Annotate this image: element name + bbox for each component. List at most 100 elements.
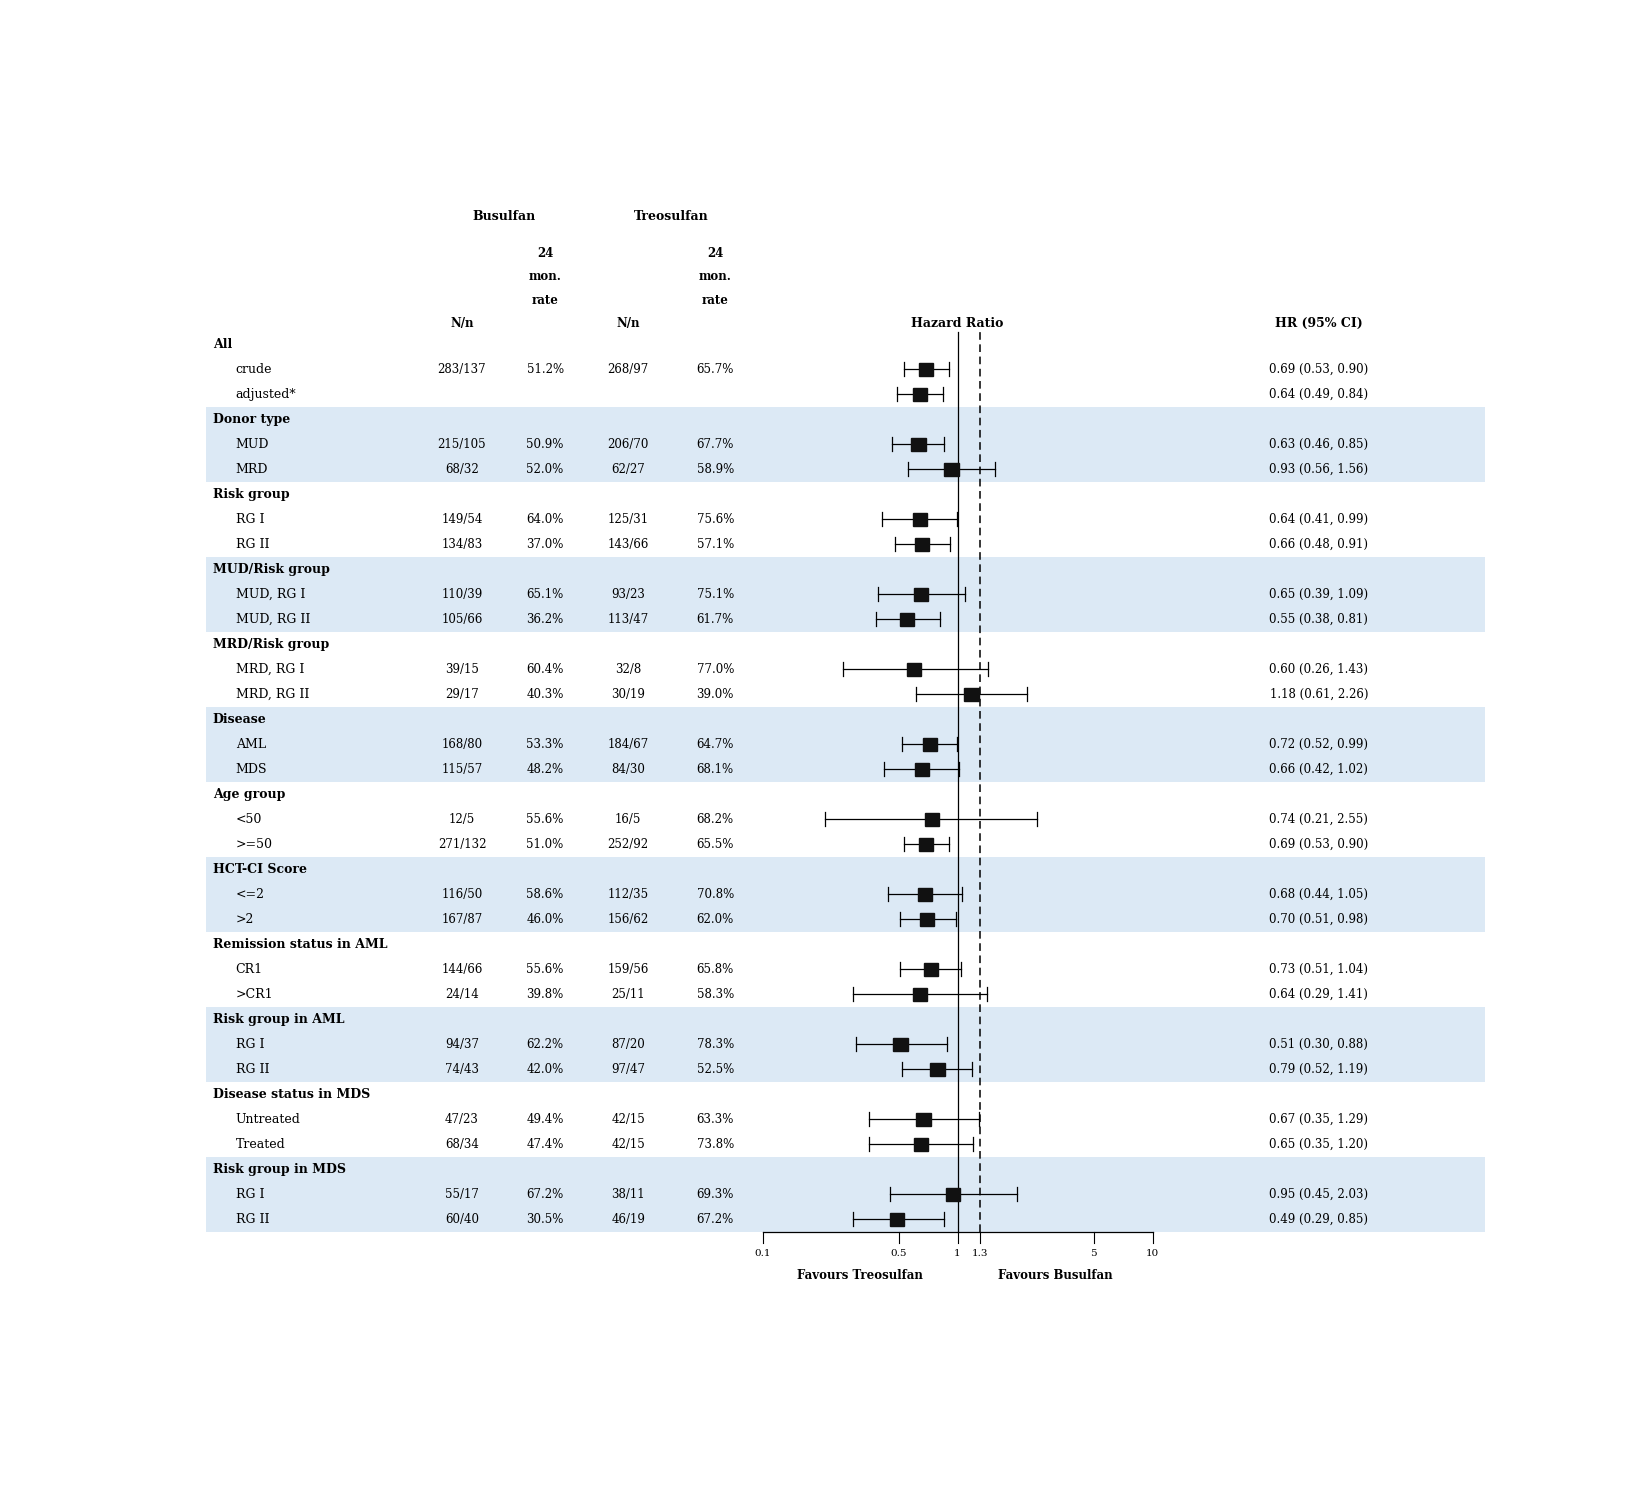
Text: 70.8%: 70.8% bbox=[696, 888, 734, 900]
Text: 73.8%: 73.8% bbox=[696, 1139, 734, 1151]
Bar bbox=[926, 813, 939, 826]
Text: 30.5%: 30.5% bbox=[526, 1212, 564, 1226]
Text: 68.2%: 68.2% bbox=[696, 813, 734, 826]
Text: 39/15: 39/15 bbox=[446, 664, 478, 676]
Bar bbox=[912, 513, 927, 526]
Bar bbox=[206, 1031, 1485, 1057]
Text: 16/5: 16/5 bbox=[615, 813, 642, 826]
Text: 25/11: 25/11 bbox=[612, 988, 645, 1001]
Text: 0.95 (0.45, 2.03): 0.95 (0.45, 2.03) bbox=[1269, 1188, 1368, 1200]
Text: 57.1%: 57.1% bbox=[696, 538, 734, 550]
Text: CR1: CR1 bbox=[236, 962, 262, 976]
Text: 87/20: 87/20 bbox=[612, 1038, 645, 1051]
Text: 64.7%: 64.7% bbox=[696, 737, 734, 751]
Text: 53.3%: 53.3% bbox=[526, 737, 564, 751]
Text: 75.1%: 75.1% bbox=[696, 588, 734, 600]
Text: MDS: MDS bbox=[236, 763, 267, 775]
Text: 51.0%: 51.0% bbox=[526, 838, 564, 851]
Text: 112/35: 112/35 bbox=[607, 888, 648, 900]
Bar bbox=[206, 731, 1485, 757]
Text: 0.70 (0.51, 0.98): 0.70 (0.51, 0.98) bbox=[1269, 912, 1368, 926]
Text: 38/11: 38/11 bbox=[612, 1188, 645, 1200]
Text: adjusted*: adjusted* bbox=[236, 388, 297, 401]
Text: MRD: MRD bbox=[236, 463, 269, 477]
Text: RG I: RG I bbox=[236, 1188, 264, 1200]
Text: 61.7%: 61.7% bbox=[696, 612, 734, 626]
Text: 144/66: 144/66 bbox=[441, 962, 483, 976]
Text: 105/66: 105/66 bbox=[441, 612, 483, 626]
Text: 125/31: 125/31 bbox=[607, 513, 648, 526]
Text: 50.9%: 50.9% bbox=[526, 437, 564, 451]
Text: 116/50: 116/50 bbox=[442, 888, 482, 900]
Text: 40.3%: 40.3% bbox=[526, 688, 564, 701]
Text: 39.8%: 39.8% bbox=[526, 988, 564, 1001]
Text: Hazard Ratio: Hazard Ratio bbox=[911, 317, 1003, 330]
Bar bbox=[921, 912, 934, 926]
Text: 55/17: 55/17 bbox=[446, 1188, 478, 1200]
Text: All: All bbox=[213, 338, 233, 351]
Text: RG II: RG II bbox=[236, 1063, 269, 1075]
Text: MRD/Risk group: MRD/Risk group bbox=[213, 638, 328, 651]
Text: 42/15: 42/15 bbox=[612, 1139, 645, 1151]
Bar bbox=[206, 1182, 1485, 1206]
Text: 1: 1 bbox=[954, 1249, 960, 1258]
Text: 0.74 (0.21, 2.55): 0.74 (0.21, 2.55) bbox=[1269, 813, 1368, 826]
Bar bbox=[206, 606, 1485, 632]
Text: Risk group in AML: Risk group in AML bbox=[213, 1013, 345, 1025]
Bar bbox=[919, 363, 934, 375]
Bar bbox=[206, 582, 1485, 606]
Bar bbox=[924, 962, 937, 976]
Bar bbox=[206, 1157, 1485, 1182]
Text: HR (95% CI): HR (95% CI) bbox=[1275, 317, 1363, 330]
Text: 0.49 (0.29, 0.85): 0.49 (0.29, 0.85) bbox=[1269, 1212, 1368, 1226]
Text: 0.66 (0.48, 0.91): 0.66 (0.48, 0.91) bbox=[1269, 538, 1368, 550]
Text: 74/43: 74/43 bbox=[446, 1063, 478, 1075]
Bar bbox=[206, 1206, 1485, 1232]
Text: 0.51 (0.30, 0.88): 0.51 (0.30, 0.88) bbox=[1269, 1038, 1368, 1051]
Text: 32/8: 32/8 bbox=[615, 664, 642, 676]
Text: 36.2%: 36.2% bbox=[526, 612, 564, 626]
Text: 46/19: 46/19 bbox=[610, 1212, 645, 1226]
Bar bbox=[919, 838, 934, 851]
Text: 60/40: 60/40 bbox=[446, 1212, 478, 1226]
Text: 52.5%: 52.5% bbox=[696, 1063, 734, 1075]
Text: 0.64 (0.41, 0.99): 0.64 (0.41, 0.99) bbox=[1269, 513, 1368, 526]
Text: Untreated: Untreated bbox=[236, 1113, 300, 1126]
Text: 47/23: 47/23 bbox=[446, 1113, 478, 1126]
Text: 78.3%: 78.3% bbox=[696, 1038, 734, 1051]
Text: 0.1: 0.1 bbox=[754, 1249, 771, 1258]
Text: 55.6%: 55.6% bbox=[526, 813, 564, 826]
Text: 49.4%: 49.4% bbox=[526, 1113, 564, 1126]
Text: Age group: Age group bbox=[213, 787, 285, 801]
Text: 159/56: 159/56 bbox=[607, 962, 648, 976]
Bar bbox=[944, 463, 959, 477]
Text: 51.2%: 51.2% bbox=[526, 363, 564, 375]
Text: 24: 24 bbox=[706, 247, 723, 261]
Text: 55.6%: 55.6% bbox=[526, 962, 564, 976]
Text: 0.73 (0.51, 1.04): 0.73 (0.51, 1.04) bbox=[1269, 962, 1368, 976]
Text: Disease: Disease bbox=[213, 713, 266, 725]
Bar bbox=[206, 906, 1485, 932]
Text: 58.9%: 58.9% bbox=[696, 463, 734, 477]
Text: 0.79 (0.52, 1.19): 0.79 (0.52, 1.19) bbox=[1269, 1063, 1368, 1075]
Text: 69.3%: 69.3% bbox=[696, 1188, 734, 1200]
Text: MRD, RG II: MRD, RG II bbox=[236, 688, 309, 701]
Text: 149/54: 149/54 bbox=[441, 513, 483, 526]
Text: 268/97: 268/97 bbox=[607, 363, 648, 375]
Text: 58.3%: 58.3% bbox=[696, 988, 734, 1001]
Text: 0.55 (0.38, 0.81): 0.55 (0.38, 0.81) bbox=[1269, 612, 1368, 626]
Text: Treosulfan: Treosulfan bbox=[634, 210, 710, 223]
Text: 65.8%: 65.8% bbox=[696, 962, 734, 976]
Text: crude: crude bbox=[236, 363, 272, 375]
Text: 37.0%: 37.0% bbox=[526, 538, 564, 550]
Text: 30/19: 30/19 bbox=[610, 688, 645, 701]
Bar bbox=[922, 737, 937, 751]
Bar bbox=[964, 688, 978, 701]
Text: 64.0%: 64.0% bbox=[526, 513, 564, 526]
Bar bbox=[206, 882, 1485, 906]
Text: 65.1%: 65.1% bbox=[526, 588, 564, 600]
Text: 0.64 (0.49, 0.84): 0.64 (0.49, 0.84) bbox=[1269, 388, 1368, 401]
Bar bbox=[945, 1188, 960, 1200]
Text: 94/37: 94/37 bbox=[446, 1038, 478, 1051]
Text: 58.6%: 58.6% bbox=[526, 888, 564, 900]
